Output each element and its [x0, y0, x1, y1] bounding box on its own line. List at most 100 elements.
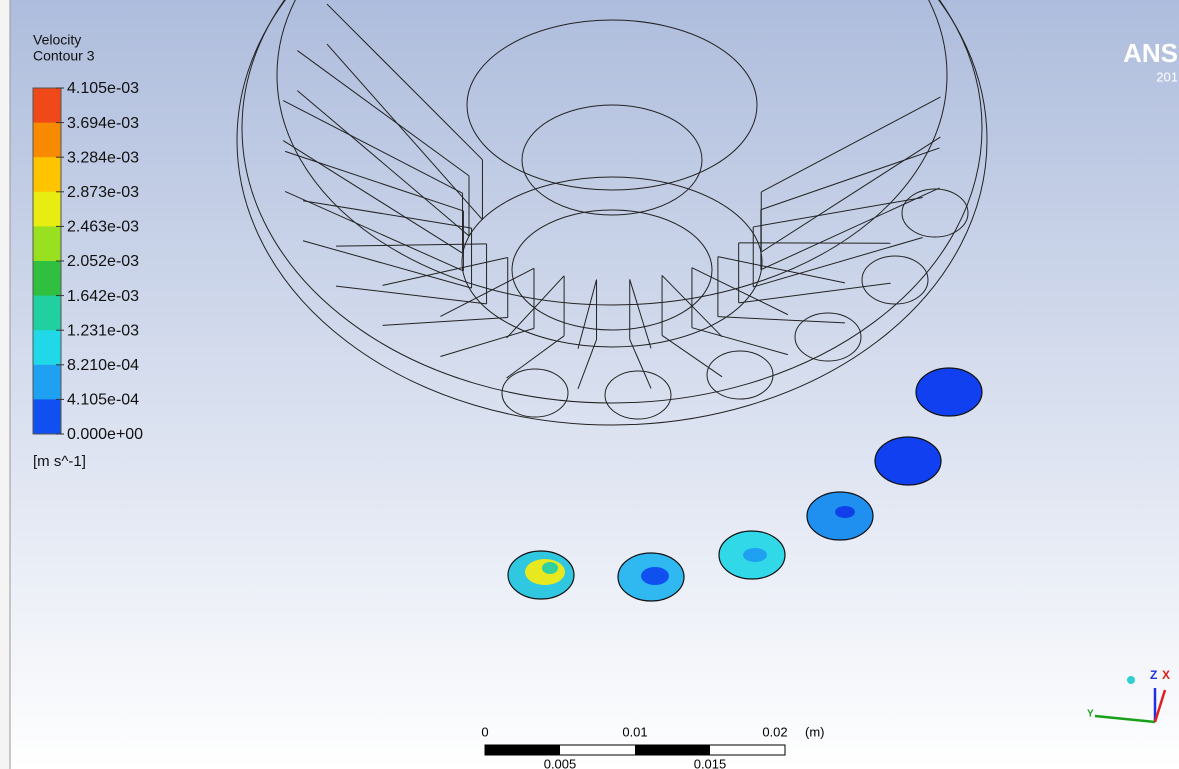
color-band — [33, 157, 61, 193]
legend-level: 8.210e-04 — [67, 357, 139, 374]
scale-bar: 0 0.01 0.02 (m) 0.005 0.015 — [481, 724, 824, 769]
x-label: X — [1162, 668, 1170, 682]
color-band — [33, 261, 61, 297]
legend-level: 2.873e-03 — [67, 184, 139, 201]
color-bar: 4.105e-03 3.694e-03 3.284e-03 2.873e-03 2.46… — [32, 80, 143, 443]
spoke — [661, 275, 723, 338]
contour-discs — [507, 367, 983, 602]
outer-ring — [236, 0, 988, 426]
rim — [276, 0, 948, 306]
scale-label: 0.01 — [622, 724, 647, 739]
spoke — [577, 339, 598, 389]
hole — [604, 370, 672, 420]
disc — [874, 436, 942, 486]
spoke — [302, 200, 472, 229]
spoke — [336, 243, 487, 247]
spoke — [760, 147, 940, 211]
logo: ANS — [1123, 38, 1178, 68]
spoke — [717, 256, 846, 284]
spoke — [506, 275, 565, 339]
scale-label: 0.015 — [694, 756, 727, 769]
spoke — [284, 150, 464, 212]
spoke — [506, 335, 565, 379]
logo-year: 201 — [1156, 69, 1178, 84]
color-band — [33, 399, 61, 435]
color-band — [33, 364, 61, 400]
spoke — [691, 327, 788, 356]
spoke — [577, 279, 598, 349]
scale-segment — [485, 745, 560, 755]
y-label: Y — [1087, 709, 1094, 720]
spoke — [753, 196, 923, 228]
y-axis — [1094, 714, 1156, 724]
spoke — [282, 140, 463, 254]
legend-title: Velocity — [33, 32, 81, 48]
legend-level: 3.284e-03 — [67, 149, 139, 166]
spoke — [282, 100, 463, 194]
hole — [501, 368, 569, 418]
spoke — [738, 282, 891, 304]
disc — [915, 367, 983, 417]
spoke — [760, 136, 941, 253]
spoke — [753, 236, 923, 288]
x-axis — [1153, 689, 1167, 723]
legend-level: 1.642e-03 — [67, 288, 139, 305]
z-label: Z — [1150, 668, 1157, 682]
scale-segment — [635, 745, 710, 755]
disc-core — [641, 567, 669, 585]
spoke — [297, 90, 470, 237]
legend-level: 4.105e-03 — [67, 80, 139, 97]
spoke — [760, 187, 940, 271]
hub-bottom — [511, 209, 713, 331]
color-band — [33, 330, 61, 366]
spoke — [761, 96, 941, 193]
hole — [861, 255, 929, 305]
legend-level: 0.000e+00 — [67, 426, 143, 443]
spoke — [284, 190, 464, 272]
axis-triad: Z X Y — [1087, 668, 1170, 724]
spoke — [440, 327, 535, 357]
hub-base — [461, 176, 763, 348]
hub-inner — [521, 104, 703, 216]
legend-level: 3.694e-03 — [67, 115, 139, 132]
legend-unit: [m s^-1] — [33, 453, 86, 470]
spoke — [382, 317, 508, 326]
scale-label: 0.02 — [762, 724, 787, 739]
side-panel — [0, 0, 10, 769]
color-band — [33, 191, 61, 227]
legend-level: 2.052e-03 — [67, 253, 139, 270]
hub-top — [466, 19, 758, 191]
legend-level: 2.463e-03 — [67, 219, 139, 236]
color-band — [33, 88, 61, 124]
triad-dot — [1127, 676, 1135, 684]
spoke — [302, 240, 472, 289]
spoke — [335, 285, 487, 305]
disc-core — [743, 548, 767, 562]
spoke — [691, 267, 789, 316]
disc-core — [835, 506, 855, 518]
spoke — [440, 267, 535, 317]
scale-label: 0.005 — [544, 756, 577, 769]
spoke — [297, 50, 470, 177]
color-band — [33, 226, 61, 262]
legend-level: 1.231e-03 — [67, 322, 139, 339]
spoke — [326, 3, 483, 161]
hole — [794, 312, 862, 362]
legend-level: 4.105e-04 — [67, 392, 139, 409]
spoke — [629, 279, 652, 349]
spoke — [717, 316, 845, 324]
spoke — [326, 43, 483, 221]
hole — [706, 350, 774, 400]
outer-ring — [241, 0, 983, 404]
color-band — [33, 295, 61, 331]
spoke — [629, 339, 652, 389]
hole — [901, 188, 969, 238]
color-band — [33, 122, 61, 158]
legend-subtitle: Contour 3 — [33, 48, 95, 64]
disc-core — [542, 562, 558, 574]
wireframe — [236, 0, 988, 426]
scale-unit: (m) — [805, 724, 825, 739]
scale-label: 0 — [481, 724, 488, 739]
